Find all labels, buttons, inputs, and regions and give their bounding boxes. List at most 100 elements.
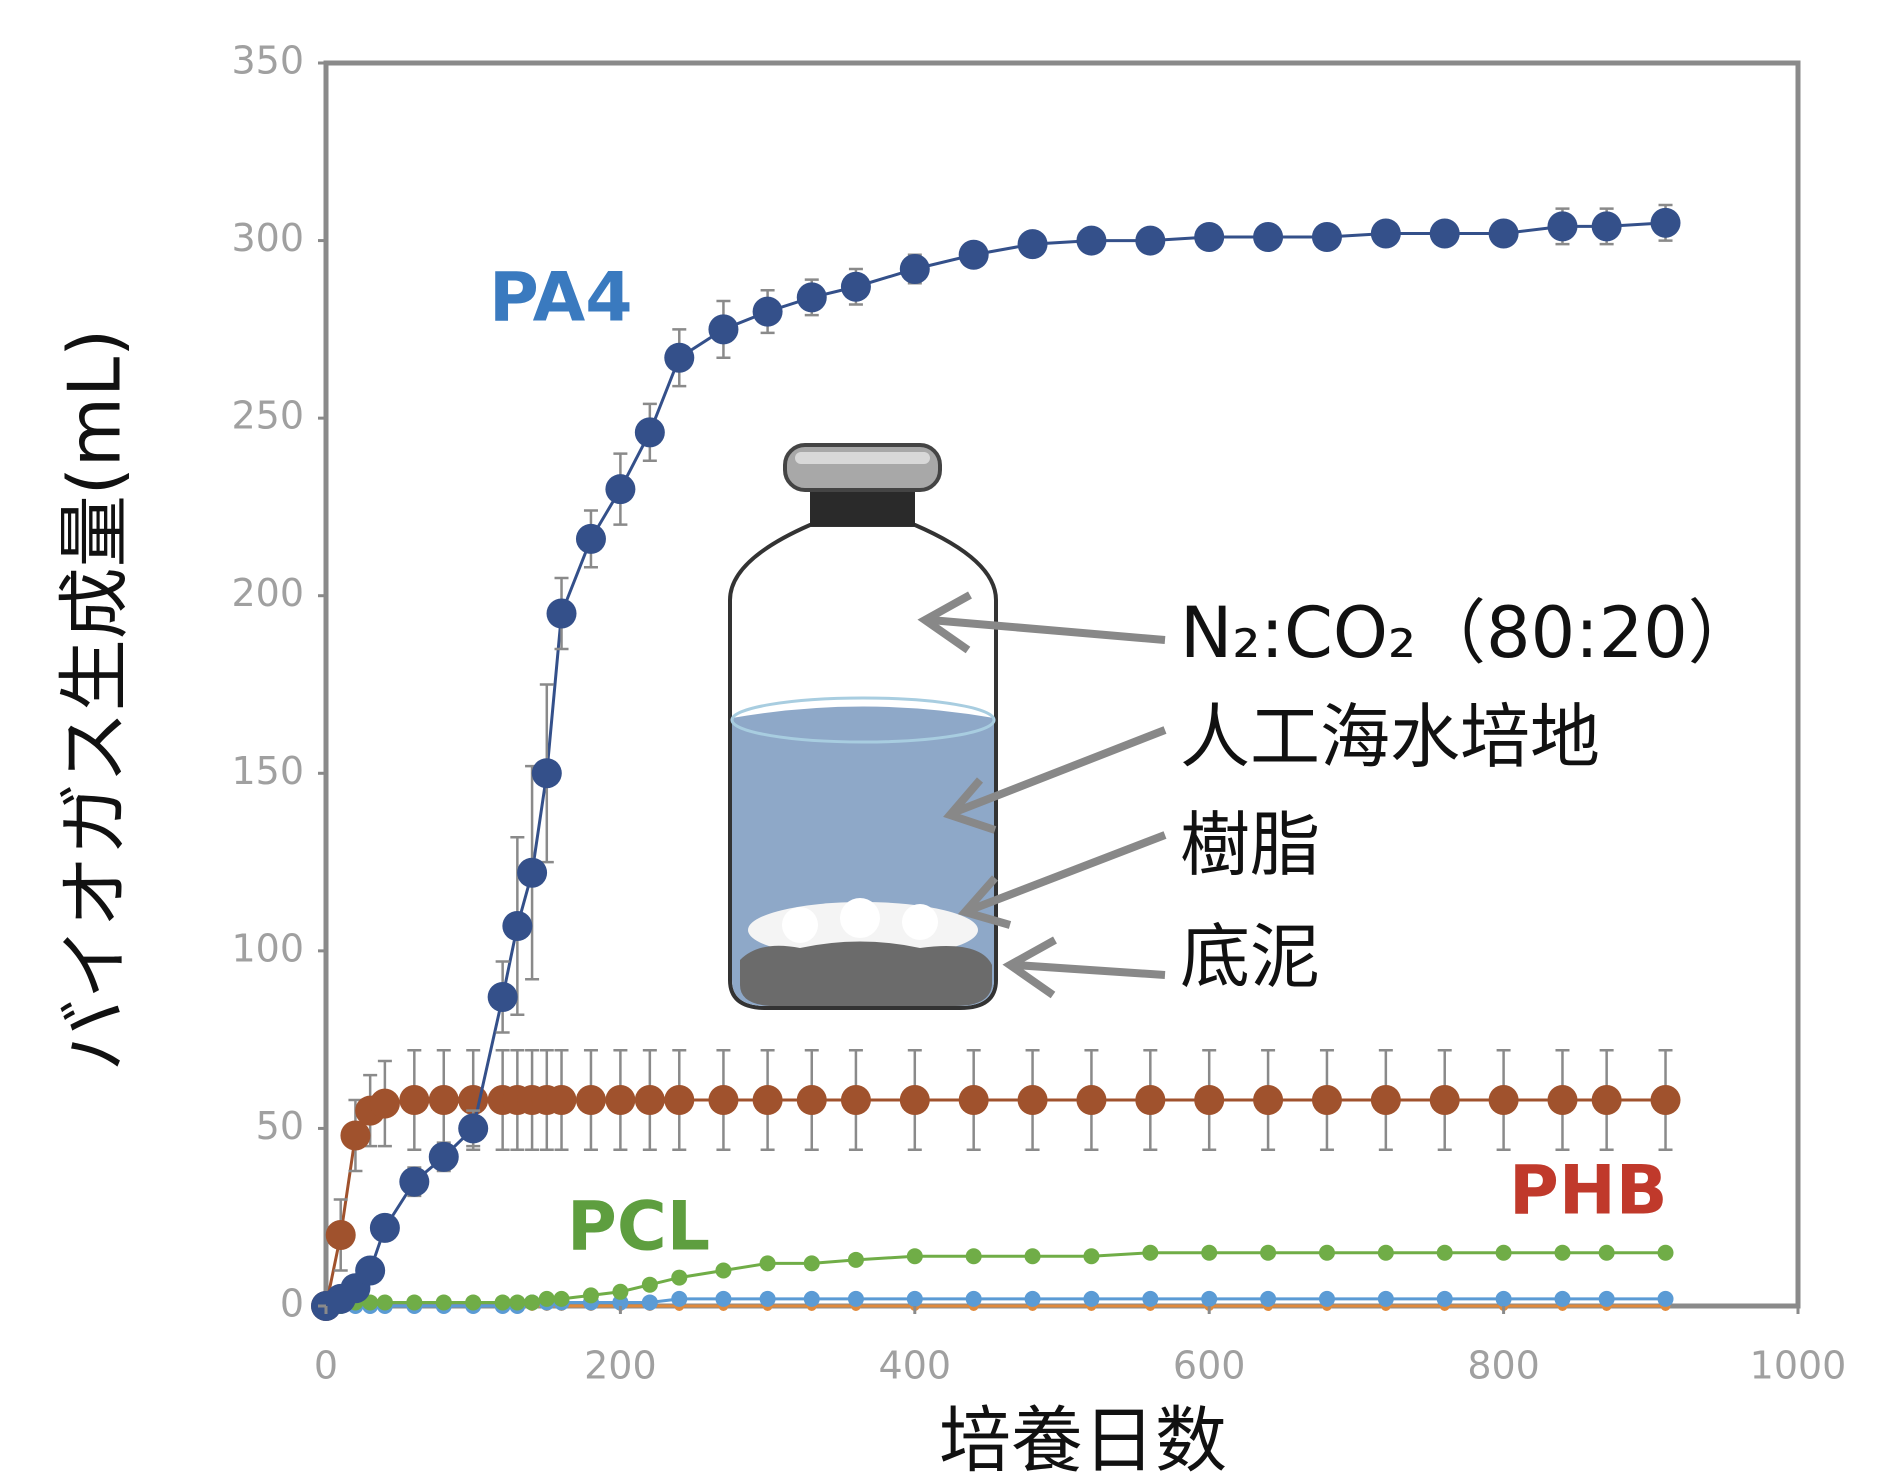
data-point — [1554, 1245, 1570, 1261]
data-point — [1658, 1245, 1674, 1261]
y-tick-label: 250 — [231, 394, 304, 438]
data-point — [715, 1291, 731, 1307]
data-point — [547, 1085, 577, 1115]
data-point — [612, 1284, 628, 1300]
data-point — [804, 1291, 820, 1307]
data-point — [671, 1291, 687, 1307]
x-tick-label: 800 — [1467, 1344, 1540, 1388]
inset-label: 底泥 — [1180, 916, 1320, 998]
data-point — [517, 858, 547, 888]
data-point — [1430, 218, 1460, 248]
data-point — [760, 1255, 776, 1271]
data-point — [1437, 1291, 1453, 1307]
bottle — [730, 445, 1165, 1008]
data-point — [554, 1291, 570, 1307]
data-point — [1437, 1245, 1453, 1261]
data-point — [488, 982, 518, 1012]
data-point — [959, 1085, 989, 1115]
data-point — [959, 240, 989, 270]
chart: 培養日数 バイオガス生成量(mL) N₂:CO₂（80:20） 人工海水培地 樹… — [0, 0, 1883, 1482]
data-point — [900, 254, 930, 284]
data-point — [1312, 1085, 1342, 1115]
data-point — [1025, 1291, 1041, 1307]
data-point — [1554, 1291, 1570, 1307]
data-point — [605, 1085, 635, 1115]
data-point — [804, 1255, 820, 1271]
data-point — [1076, 1085, 1106, 1115]
data-point — [753, 1085, 783, 1115]
data-point — [1651, 208, 1681, 238]
data-point — [1194, 222, 1224, 252]
y-tick-label: 350 — [231, 39, 304, 83]
data-point — [1201, 1245, 1217, 1261]
data-point — [465, 1294, 481, 1310]
data-point — [1489, 1085, 1519, 1115]
series-label: PCL — [567, 1188, 710, 1267]
data-point — [539, 1291, 555, 1307]
data-point — [1142, 1245, 1158, 1261]
data-point — [1319, 1245, 1335, 1261]
data-point — [509, 1294, 525, 1310]
data-point — [1135, 226, 1165, 256]
data-point — [524, 1294, 540, 1310]
data-point — [1489, 218, 1519, 248]
data-point — [1319, 1291, 1335, 1307]
data-point — [1312, 222, 1342, 252]
data-point — [355, 1255, 385, 1285]
data-point — [1599, 1245, 1615, 1261]
data-point — [642, 1294, 658, 1310]
data-point — [1076, 226, 1106, 256]
data-point — [1547, 1085, 1577, 1115]
data-point — [605, 474, 635, 504]
data-point — [907, 1248, 923, 1264]
data-point — [429, 1085, 459, 1115]
data-point — [1378, 1245, 1394, 1261]
data-point — [1371, 1085, 1401, 1115]
data-point — [1496, 1291, 1512, 1307]
x-tick-label: 0 — [314, 1344, 338, 1388]
data-point — [642, 1277, 658, 1293]
x-tick-label: 400 — [879, 1344, 952, 1388]
data-point — [1592, 1085, 1622, 1115]
data-point — [664, 343, 694, 373]
data-point — [715, 1262, 731, 1278]
data-point — [708, 1085, 738, 1115]
data-point — [1658, 1291, 1674, 1307]
data-point — [1083, 1248, 1099, 1264]
data-point — [708, 314, 738, 344]
series-label: PHB — [1509, 1152, 1668, 1231]
data-point — [1253, 1085, 1283, 1115]
y-tick-label: 300 — [231, 216, 304, 260]
data-point — [1592, 211, 1622, 241]
data-point — [907, 1291, 923, 1307]
data-point — [671, 1270, 687, 1286]
data-point — [1651, 1085, 1681, 1115]
data-point — [399, 1167, 429, 1197]
data-point — [1260, 1245, 1276, 1261]
data-point — [399, 1085, 429, 1115]
data-point — [848, 1252, 864, 1268]
data-point — [1496, 1245, 1512, 1261]
data-point — [495, 1294, 511, 1310]
data-point — [1083, 1291, 1099, 1307]
data-point — [370, 1213, 400, 1243]
data-point — [900, 1085, 930, 1115]
data-point — [458, 1113, 488, 1143]
y-tick-label: 0 — [280, 1282, 304, 1326]
data-point — [1018, 1085, 1048, 1115]
data-point — [576, 1085, 606, 1115]
data-point — [406, 1294, 422, 1310]
data-point — [1201, 1291, 1217, 1307]
data-point — [436, 1294, 452, 1310]
data-point — [547, 598, 577, 628]
data-point — [797, 282, 827, 312]
data-point — [841, 272, 871, 302]
data-point — [326, 1220, 356, 1250]
data-point — [635, 417, 665, 447]
data-point — [760, 1291, 776, 1307]
data-point — [1025, 1248, 1041, 1264]
data-point — [502, 911, 532, 941]
data-point — [1547, 211, 1577, 241]
y-tick-label: 100 — [231, 926, 304, 970]
data-point — [1260, 1291, 1276, 1307]
